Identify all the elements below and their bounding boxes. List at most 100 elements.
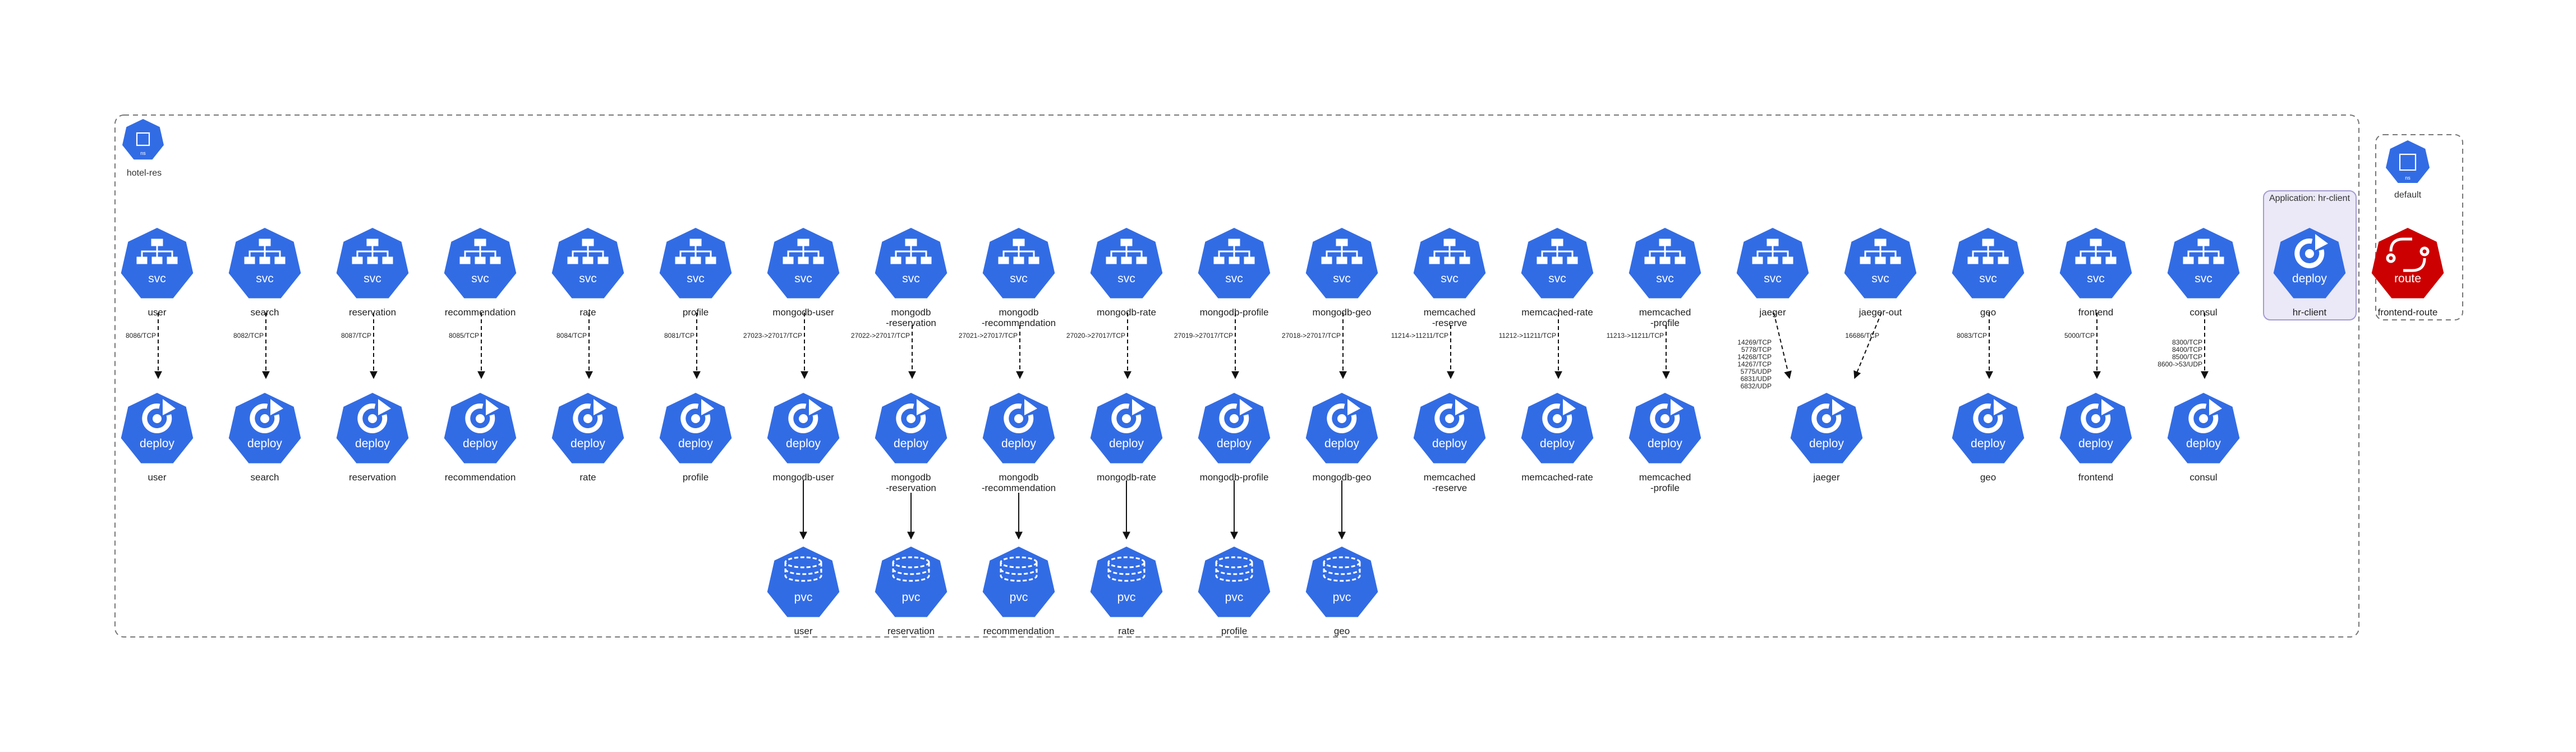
port-label-memcached-profile: 11213->11211/TCP [1607,332,1664,340]
deploy-memcached-reserve[interactable]: deploy memcached-reserve [1413,393,1486,493]
deploy-cycle-icon [1327,399,1360,433]
node-label: frontend [2078,307,2113,318]
deploy-recommendation[interactable]: deploy recommendation [444,393,517,483]
svc-consul[interactable]: svc consul [2167,228,2240,318]
namespace-default[interactable]: ns default [2386,140,2430,200]
node-kind-label: svc [1117,272,1135,285]
deploy-cycle-icon [250,399,283,433]
pvc-mongodb-profile[interactable]: pvc profile [1198,547,1271,636]
port-label-user: 8086/TCP [126,332,156,340]
deploy-mongodb-rate[interactable]: deploy mongodb-rate [1090,393,1163,483]
node-kind-label: svc [2087,272,2105,285]
service-tree-icon [1429,239,1470,264]
node-kind-label: svc [256,272,274,285]
deploy-reservation[interactable]: deploy reservation [336,393,409,483]
node-label: -recommendation [982,483,1056,493]
pvc-mongodb-user[interactable]: pvc user [767,547,840,636]
node-kind-label: deploy [2292,272,2327,285]
deploy-node-shape [551,393,624,464]
node-kind-label: deploy [786,437,821,450]
deploy-profile[interactable]: deploy profile [659,393,732,483]
namespace-hotel-res[interactable]: ns hotel-res [122,119,164,178]
svc-recommendation[interactable]: svc recommendation [444,228,517,318]
route-arrows-icon [2386,237,2430,272]
svc-reservation[interactable]: svc reservation [336,228,409,318]
pvc-mongodb-geo[interactable]: pvc geo [1305,547,1378,636]
svc-profile[interactable]: svc profile [659,228,732,318]
port-label-mongodb-rate: 27020->27017/TCP [1066,332,1125,340]
pvc-mongodb-rate[interactable]: pvc rate [1090,547,1163,636]
deploy-memcached-profile[interactable]: deploy memcached-profile [1629,393,1701,493]
pvc-mongodb-reservation[interactable]: pvc reservation [875,547,947,636]
svc-mongodb-reservation[interactable]: svc mongodb-reservation [875,228,947,328]
svc-mongodb-profile[interactable]: svc mongodb-profile [1198,228,1271,318]
node-label: profile [683,472,709,483]
route-frontend-route[interactable]: route frontend-route [2371,228,2444,318]
deploy-node-shape [228,393,301,464]
node-label: frontend [2078,472,2113,483]
deploy-cycle-icon [573,399,606,433]
deploy-mongodb-reservation[interactable]: deploy mongodb-reservation [875,393,947,493]
node-label: memcached-rate [1521,307,1593,318]
service-tree-icon [1752,239,1793,264]
svc-geo[interactable]: svc geo [1952,228,2025,318]
svc-frontend[interactable]: svc frontend [2059,228,2132,318]
edge-svc-jaeger [1773,312,1792,379]
service-tree-icon [459,239,501,264]
deploy-rate[interactable]: deploy rate [551,393,624,483]
svc-memcached-profile[interactable]: svc memcached-profile [1629,228,1701,328]
svc-search[interactable]: svc search [228,228,301,318]
svc-user[interactable]: svc user [121,228,194,318]
service-tree-icon [1106,239,1147,264]
deploy-search[interactable]: deploy search [228,393,301,483]
node-kind-label: svc [902,272,920,285]
deploy-frontend[interactable]: deploy frontend [2059,393,2132,483]
svc-mongodb-rate[interactable]: svc mongodb-rate [1090,228,1163,318]
node-kind-label: deploy [1001,437,1036,450]
deploy-mongodb-geo[interactable]: deploy mongodb-geo [1305,393,1378,483]
pvc-cylinder-icon [1215,556,1253,582]
deploy-node-shape [1305,393,1378,464]
deploy-hr-client[interactable]: deploy hr-client [2273,228,2346,318]
deploy-node-shape [767,393,840,464]
svc-jaeger[interactable]: svc jaeger [1736,228,1809,318]
node-kind-label: svc [1979,272,1997,285]
node-label: mongodb [891,472,931,483]
deploy-user[interactable]: deploy user [121,393,194,483]
route-node-shape [2371,228,2444,299]
deploy-memcached-rate[interactable]: deploy memcached-rate [1521,393,1594,483]
node-kind-label: svc [2195,272,2212,285]
svc-mongodb-geo[interactable]: svc mongodb-geo [1305,228,1378,318]
deploy-cycle-icon [357,399,391,433]
deploy-mongodb-profile[interactable]: deploy mongodb-profile [1198,393,1271,483]
node-label: -reservation [886,483,936,493]
node-kind-label: svc [1656,272,1674,285]
svc-rate[interactable]: svc rate [551,228,624,318]
deploy-mongodb-recommendation[interactable]: deploy mongodb-recommendation [982,393,1056,493]
svc-jaeger-out[interactable]: svc jaeger-out [1844,228,1917,318]
svc-memcached-rate[interactable]: svc memcached-rate [1521,228,1594,318]
deploy-consul[interactable]: deploy consul [2167,393,2240,483]
service-tree-icon [783,239,824,264]
node-label: mongodb [999,307,1039,318]
namespace-square-icon [2386,140,2430,183]
pvc-mongodb-recommendation[interactable]: pvc recommendation [982,547,1055,636]
deploy-jaeger[interactable]: deploy jaeger [1790,393,1863,483]
svc-mongodb-user[interactable]: svc mongodb-user [767,228,840,318]
node-label: memcached-rate [1521,472,1593,483]
port-label-mongodb-profile: 27019->27017/TCP [1174,332,1233,340]
service-tree-icon [1860,239,1901,264]
deploy-node-shape [2059,393,2132,464]
deploy-geo[interactable]: deploy geo [1952,393,2025,483]
port-label-mongodb-user: 27023->27017/TCP [743,332,802,340]
port-label-mongodb-reservation: 27022->27017/TCP [851,332,910,340]
node-kind-label: deploy [2186,437,2221,450]
service-tree-icon [998,239,1039,264]
node-label: user [148,307,166,318]
svc-memcached-reserve[interactable]: svc memcached-reserve [1413,228,1486,328]
deploy-mongodb-user[interactable]: deploy mongodb-user [767,393,840,483]
node-label: mongodb-user [772,307,834,318]
node-label: consul [2189,307,2217,318]
svc-mongodb-recommendation[interactable]: svc mongodb-recommendation [982,228,1056,328]
node-label: -profile [1650,483,1680,493]
